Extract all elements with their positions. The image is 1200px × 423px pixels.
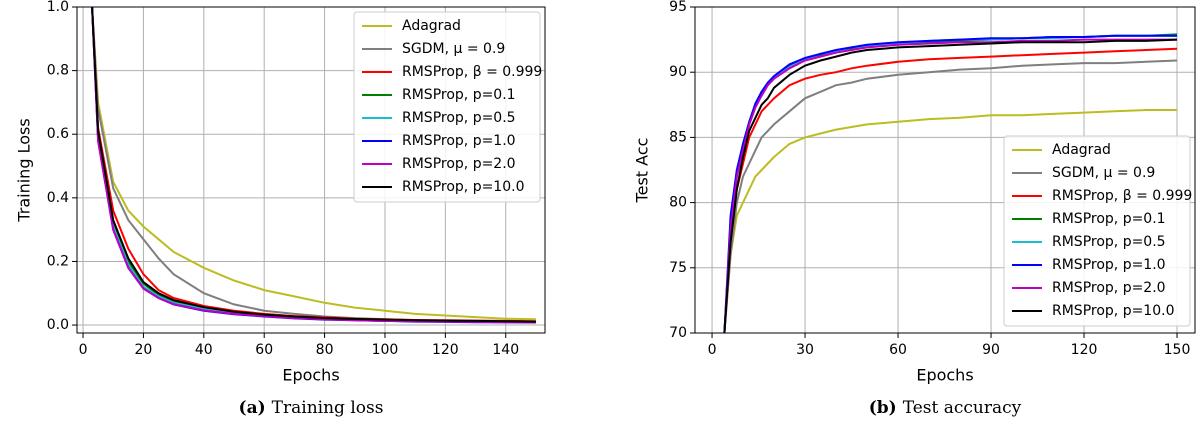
y-axis-label: Test Acc (633, 138, 652, 204)
y-tick-label: 75 (669, 260, 687, 276)
series-line (723, 59, 1178, 333)
y-tick-label: 0.6 (47, 126, 69, 142)
legend-label: RMSProp, p=0.5 (402, 110, 516, 126)
y-tick-label: 1.0 (47, 0, 69, 15)
y-tick-label: 0.8 (47, 63, 69, 79)
x-tick-label: 0 (79, 342, 88, 358)
caption-label: (a) (239, 398, 266, 418)
legend-box (1003, 135, 1191, 327)
legend-label: RMSProp, β = 0.999 (402, 64, 542, 80)
x-tick-label: 80 (316, 342, 334, 358)
legend-label: SGDM, μ = 0.9 (1052, 165, 1155, 181)
x-tick-label: 60 (255, 342, 273, 358)
y-tick-label: 0.2 (47, 253, 69, 269)
legend-label: SGDM, μ = 0.9 (402, 41, 505, 57)
y-tick-label: 85 (669, 129, 687, 145)
y-tick-label: 70 (669, 325, 687, 341)
x-tick-label: 150 (1164, 342, 1191, 358)
y-tick-label: 95 (669, 0, 687, 15)
series-line (723, 47, 1178, 333)
x-tick-label: 120 (1071, 342, 1098, 358)
legend-label: RMSProp, p=1.0 (402, 133, 516, 149)
legend-label: Adagrad (1052, 142, 1111, 158)
series-line (723, 38, 1177, 333)
legend-box (353, 11, 541, 203)
x-axis-label: Epochs (916, 366, 973, 385)
x-tick-label: 120 (432, 342, 459, 358)
caption-text: Training loss (272, 398, 384, 418)
legend-label: RMSProp, p=0.1 (1052, 211, 1166, 227)
y-tick-label: 0.0 (47, 317, 69, 333)
series-line (723, 38, 1178, 333)
axes-frame (694, 6, 1196, 334)
x-axis-label: Epochs (282, 366, 339, 385)
legend-label: RMSProp, p=1.0 (1052, 257, 1166, 273)
x-tick-label: 40 (195, 342, 213, 358)
caption-text: Test accuracy (903, 398, 1022, 418)
legend-label: RMSProp, p=2.0 (402, 156, 516, 172)
legend-label: Adagrad (402, 18, 461, 34)
series-line (91, 7, 536, 323)
x-tick-label: 100 (372, 342, 399, 358)
legend-label: RMSProp, p=0.1 (402, 87, 516, 103)
y-axis-label: Training Loss (15, 118, 34, 222)
caption: (a) Training loss (239, 398, 384, 418)
x-tick-label: 90 (982, 342, 1000, 358)
x-tick-label: 140 (492, 342, 519, 358)
legend-label: RMSProp, p=0.5 (1052, 234, 1166, 250)
x-tick-label: 0 (708, 342, 717, 358)
legend-label: RMSProp, p=2.0 (1052, 280, 1166, 296)
y-tick-label: 0.4 (47, 190, 69, 206)
caption-label: (b) (869, 398, 897, 418)
legend-label: RMSProp, β = 0.999 (1052, 188, 1192, 204)
x-tick-label: 30 (796, 342, 814, 358)
legend-label: RMSProp, p=10.0 (1052, 303, 1174, 319)
x-tick-label: 20 (135, 342, 153, 358)
caption: (b) Test accuracy (869, 398, 1022, 418)
y-tick-label: 90 (669, 64, 687, 80)
axes-frame (76, 6, 546, 334)
series-line (723, 109, 1177, 333)
y-tick-label: 80 (669, 195, 687, 211)
legend-label: RMSProp, p=10.0 (402, 179, 524, 195)
series-line (91, 7, 536, 321)
x-tick-label: 60 (889, 342, 907, 358)
